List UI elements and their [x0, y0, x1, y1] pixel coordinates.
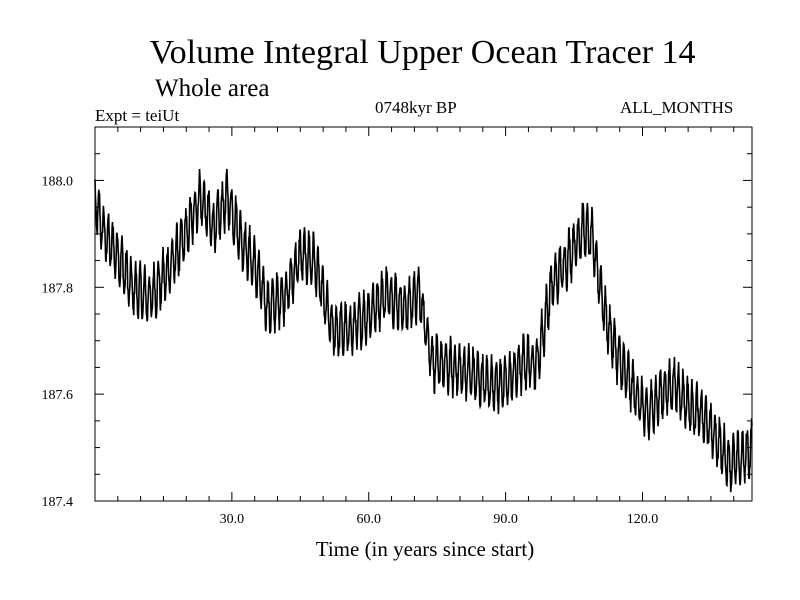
period-label: 0748kyr BP: [375, 98, 457, 117]
x-tick-label: 30.0: [220, 512, 245, 527]
x-tick-label: 90.0: [493, 512, 518, 527]
x-axis-label: Time (in years since start): [315, 537, 535, 561]
chart-subtitle: Whole area: [155, 75, 270, 102]
months-label: ALL_MONTHS: [620, 98, 734, 117]
tick-labels-layer: 30.0 60.0 90.0 120.0 187.4 187.6 187.8 188.0: [42, 174, 659, 527]
y-tick-label: 187.6: [42, 388, 74, 403]
series-layer: [94, 168, 753, 493]
series-line: [94, 168, 753, 493]
chart-title: Volume Integral Upper Ocean Tracer 14: [149, 34, 696, 71]
experiment-label: Expt = teiUt: [95, 106, 180, 125]
y-tick-label: 187.8: [42, 281, 74, 296]
y-tick-label: 187.4: [42, 495, 74, 510]
y-tick-label: 188.0: [42, 174, 74, 189]
x-tick-label: 120.0: [627, 512, 659, 527]
x-tick-label: 60.0: [357, 512, 382, 527]
